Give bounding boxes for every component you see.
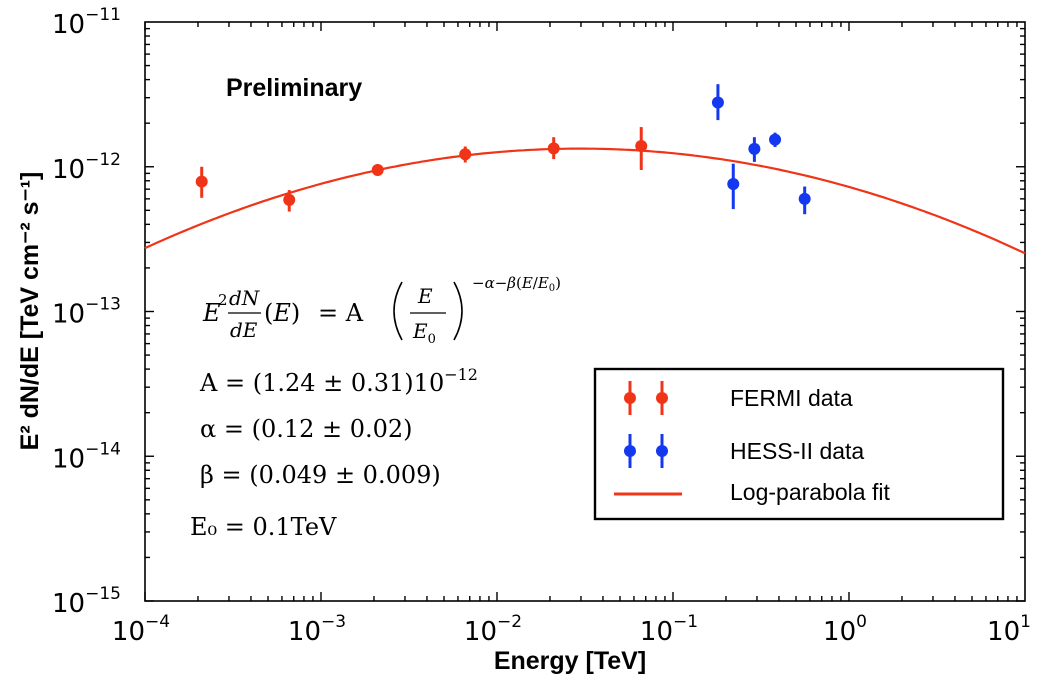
param-a: A = (1.24 ± 0.31)10−12 <box>199 365 478 397</box>
x-tick-label: 10−3 <box>288 612 346 647</box>
hess-data-point <box>798 192 811 205</box>
legend-fermi-label: FERMI data <box>730 385 853 411</box>
x-tick-label: 10−2 <box>464 612 522 647</box>
legend-fermi-marker <box>624 381 668 415</box>
fit-parameters: A = (1.24 ± 0.31)10−12 α = (0.12 ± 0.02)… <box>190 365 478 541</box>
x-tick-labels: 10−4 10−3 10−2 10−1 100 101 <box>112 612 1031 647</box>
param-beta: β = (0.049 ± 0.009) <box>200 461 441 489</box>
formula-square: 2 <box>218 291 228 309</box>
fermi-data-point <box>371 163 384 176</box>
legend-hess-label: HESS-II data <box>730 438 864 464</box>
y-tick-label: 10−13 <box>52 295 121 330</box>
x-axis-label: Energy [TeV] <box>494 647 646 675</box>
data-points <box>195 84 811 215</box>
fit-formula: E 2 dN dE (E) = A E E0 −α−β(E/E0) <box>202 274 561 347</box>
formula-left-paren <box>393 281 403 341</box>
formula-de: dE <box>230 318 258 342</box>
x-tick-label: 100 <box>823 612 867 647</box>
x-tick-label: 101 <box>987 612 1031 647</box>
param-e0: E₀ = 0.1TeV <box>190 513 337 541</box>
y-tick-labels: 10−15 10−14 10−13 10−12 10−11 <box>52 5 121 619</box>
preliminary-annotation: Preliminary <box>226 74 362 102</box>
formula-exponent: −α−β(E/E0) <box>472 274 561 294</box>
formula-right-paren <box>453 281 463 341</box>
formula-e-num: E <box>417 284 433 308</box>
y-axis-label: E² dN/dE [TeV cm⁻² s⁻¹] <box>16 172 44 451</box>
y-tick-label: 10−12 <box>52 150 121 185</box>
param-alpha: α = (0.12 ± 0.02) <box>200 415 413 443</box>
x-tick-label: 10−1 <box>640 612 698 647</box>
fermi-data-point <box>635 140 648 153</box>
legend-hess-marker <box>624 434 668 468</box>
fermi-data-point <box>547 142 560 155</box>
formula-lhs: E <box>202 299 221 327</box>
y-tick-label: 10−11 <box>52 5 121 40</box>
formula-rhs: = A <box>318 299 364 327</box>
hess-data-point <box>711 96 724 109</box>
legend: FERMI data HESS-II data Log-parabola fit <box>593 367 1005 521</box>
log-parabola-fit-line <box>144 147 1026 255</box>
hess-data-point <box>769 133 782 146</box>
x-tick-label: 10−4 <box>112 612 170 647</box>
axis-ticks <box>144 22 1025 602</box>
y-tick-label: 10−15 <box>52 584 121 619</box>
formula-argument: (E) <box>264 299 300 327</box>
fermi-data-point <box>195 175 208 188</box>
hess-data-point <box>727 178 740 191</box>
legend-fit-label: Log-parabola fit <box>730 479 890 505</box>
hess-data-point <box>748 142 761 155</box>
formula-dn: dN <box>229 286 261 310</box>
fermi-data-point <box>283 193 296 206</box>
formula-e0-den: E0 <box>412 319 436 347</box>
y-tick-label: 10−14 <box>52 439 121 474</box>
fermi-data-point <box>459 148 472 161</box>
